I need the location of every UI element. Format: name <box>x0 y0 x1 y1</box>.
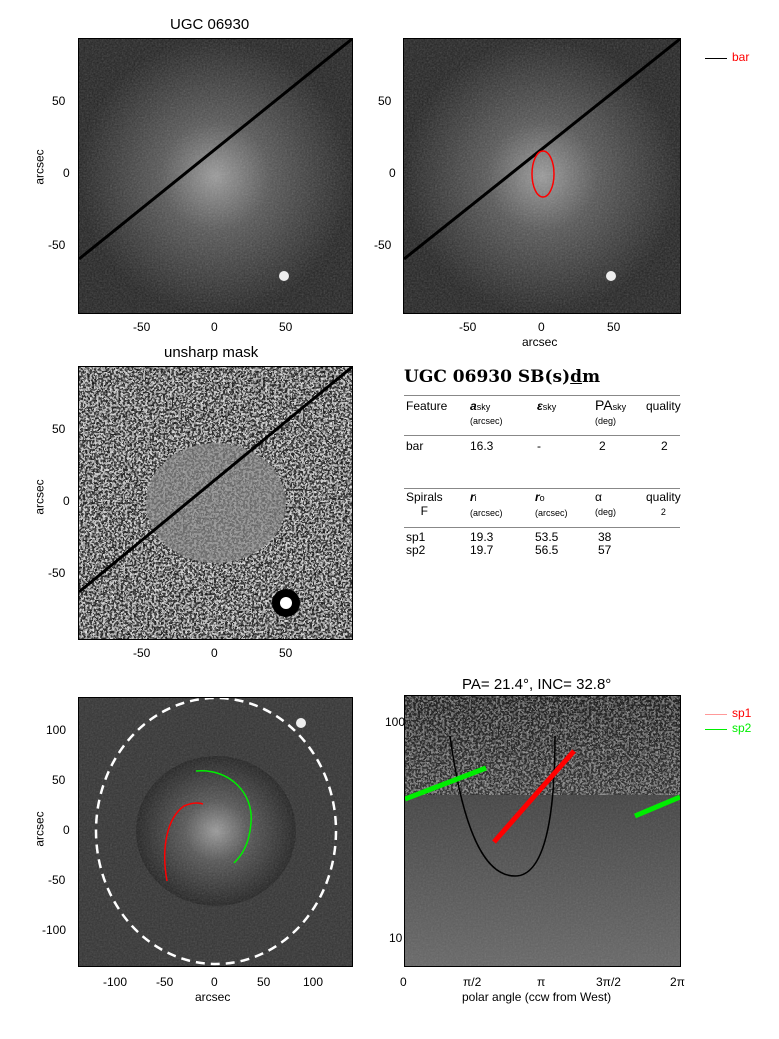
cell: 2 <box>599 439 606 453</box>
panel5-xlabel: arcsec <box>195 990 231 1004</box>
ytick: 50 <box>52 773 66 787</box>
legend-sp1: sp1 <box>732 706 752 720</box>
panel3-title: unsharp mask <box>164 344 259 361</box>
xtick: π <box>537 975 546 989</box>
ytick: -50 <box>48 238 66 252</box>
divider <box>404 395 680 396</box>
sp2-fit-line <box>634 794 680 819</box>
ytick: -50 <box>374 238 392 252</box>
panel6-title: PA= 21.4°, INC= 32.8° <box>462 676 612 693</box>
xtick: 0 <box>538 320 545 334</box>
xtick: 50 <box>257 975 271 989</box>
galaxy-image-spirals <box>78 697 353 967</box>
cell: 57 <box>598 543 612 557</box>
col-feature: Feature <box>406 399 448 413</box>
cell: 19.3 <box>470 530 494 544</box>
xtick: 0 <box>211 975 218 989</box>
xtick: 0 <box>211 320 218 334</box>
xtick: 50 <box>279 320 293 334</box>
xtick: -50 <box>156 975 174 989</box>
cell: 53.5 <box>535 530 559 544</box>
panel6-xlabel: polar angle (ccw from West) <box>462 990 612 1004</box>
ytick: 100 <box>46 723 67 737</box>
unsharp-mask-image <box>78 366 353 640</box>
divider <box>404 435 680 436</box>
cell: bar <box>406 439 424 453</box>
xtick: -50 <box>133 646 151 660</box>
xtick: -100 <box>103 975 128 989</box>
panel1-title: UGC 06930 <box>170 16 250 33</box>
xtick: π/2 <box>463 975 482 989</box>
col-spirals: Spirals F <box>406 490 443 518</box>
dashed-ellipse <box>94 698 338 966</box>
ytick: 0 <box>63 823 70 837</box>
divider <box>404 527 680 528</box>
spiral-arm-sp2 <box>195 770 252 864</box>
xtick: 50 <box>607 320 621 334</box>
ytick: -50 <box>48 566 66 580</box>
table-heading: UGC 06930 SB(s)dm <box>404 367 601 387</box>
xtick: 0 <box>400 975 407 989</box>
spiral-arm-sp1 <box>164 802 204 882</box>
ytick: 50 <box>52 94 66 108</box>
xtick: 50 <box>279 646 293 660</box>
legend-bar: bar <box>732 50 750 64</box>
ytick: 0 <box>63 494 70 508</box>
bar-ellipse <box>531 150 555 198</box>
xtick: -50 <box>459 320 477 334</box>
legend-line-bar <box>705 58 727 59</box>
legend-sp2: sp2 <box>732 721 752 735</box>
cell: sp1 <box>406 530 426 544</box>
cell: 38 <box>598 530 612 544</box>
panel1-ylabel: arcsec <box>32 149 47 185</box>
col-alpha: α (deg) <box>595 490 617 517</box>
col-ro: ro (arcsec) <box>535 490 568 518</box>
panel3-ylabel: arcsec <box>32 479 47 515</box>
col-quality: quality <box>646 399 681 413</box>
cell: 2 <box>661 439 668 453</box>
cell: 19.7 <box>470 543 494 557</box>
col-e: εsky <box>537 399 557 413</box>
galaxy-image <box>78 38 353 314</box>
xtick: 2π <box>670 975 685 989</box>
ytick: 0 <box>389 166 396 180</box>
col-pa: PAsky (deg) <box>595 397 627 426</box>
cell: - <box>537 439 541 453</box>
sp2-fit-line <box>405 765 487 802</box>
cell: 16.3 <box>470 439 494 453</box>
ytick: 0 <box>63 166 70 180</box>
sp1-fit-line <box>492 749 576 844</box>
panel5-ylabel: arcsec <box>32 811 47 847</box>
col-quality: quality 2 <box>646 490 681 517</box>
ytick: 50 <box>378 94 392 108</box>
cell: 56.5 <box>535 543 559 557</box>
xtick: 0 <box>211 646 218 660</box>
ytick: 100 <box>385 715 406 729</box>
ytick: -50 <box>48 873 66 887</box>
galaxy-image-bar-fit <box>403 38 681 314</box>
ytick: 50 <box>52 422 66 436</box>
col-a: asky (arcsec) <box>470 399 503 426</box>
xtick: 100 <box>303 975 324 989</box>
xtick: 3π/2 <box>596 975 621 989</box>
ytick: 10 <box>389 931 403 945</box>
legend-line-sp1 <box>705 714 727 715</box>
cell: sp2 <box>406 543 426 557</box>
col-ri: ri (arcsec) <box>470 490 503 518</box>
legend-line-sp2 <box>705 729 727 730</box>
divider <box>404 488 680 489</box>
panel2-xlabel: arcsec <box>522 335 558 349</box>
ytick: -100 <box>42 923 67 937</box>
polar-projection-image <box>404 695 681 967</box>
xtick: -50 <box>133 320 151 334</box>
